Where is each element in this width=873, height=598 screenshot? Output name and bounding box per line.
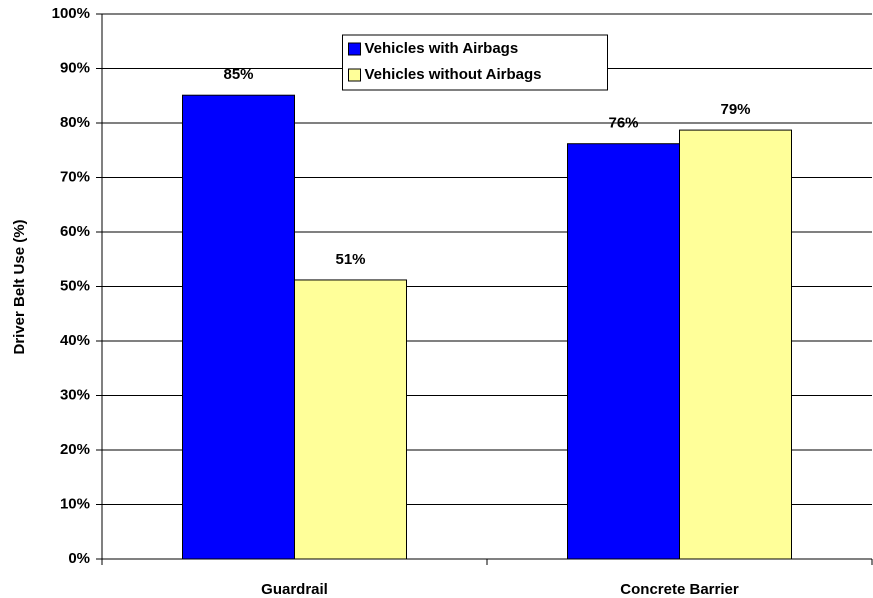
y-tick-label: 30%: [60, 386, 90, 403]
legend-swatch: [348, 42, 361, 56]
y-tick-label: 100%: [52, 5, 90, 22]
legend-box: [342, 34, 608, 91]
y-tick-label: 60%: [60, 223, 90, 240]
legend-label: Vehicles without Airbags: [365, 66, 542, 83]
data-label: 51%: [335, 251, 365, 268]
y-tick-label: 0%: [68, 550, 90, 567]
y-tick-label: 80%: [60, 114, 90, 131]
bar: [182, 94, 295, 560]
data-label: 79%: [720, 101, 750, 118]
data-label: 85%: [223, 66, 253, 83]
legend-label: Vehicles with Airbags: [365, 40, 519, 57]
y-tick-label: 10%: [60, 495, 90, 512]
y-tick-label: 20%: [60, 441, 90, 458]
data-label: 76%: [608, 115, 638, 132]
x-tick-label: Concrete Barrier: [620, 581, 739, 598]
legend-swatch: [348, 68, 361, 82]
bar: [679, 129, 792, 560]
bar: [294, 279, 407, 560]
y-axis-title: Driver Belt Use (%): [11, 219, 28, 354]
x-tick-label: Guardrail: [261, 581, 328, 598]
y-tick-label: 70%: [60, 168, 90, 185]
bar: [567, 143, 680, 560]
y-tick-label: 50%: [60, 277, 90, 294]
y-tick-label: 90%: [60, 59, 90, 76]
y-tick-label: 40%: [60, 332, 90, 349]
